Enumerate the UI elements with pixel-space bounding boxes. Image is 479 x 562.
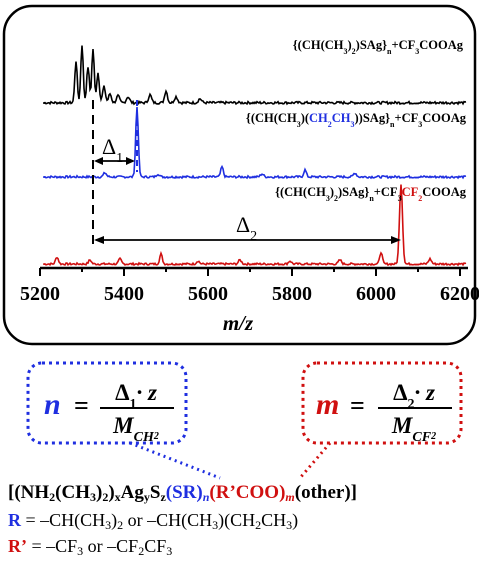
equation-box-m [301, 361, 463, 445]
trace-red [43, 184, 467, 267]
equation-n-var: n [44, 388, 61, 421]
equation-n-equals: = [74, 391, 89, 420]
equation-box-n [26, 361, 188, 445]
pointer-line-m [298, 442, 332, 479]
x-axis-ticks: 5200 5400 5600 5800 6000 6200 [20, 268, 479, 305]
trace-label-1: {(CH(CH3)2)SAg}n+CF3COOAg [293, 38, 464, 56]
equation-m-var: m [316, 388, 339, 421]
x-tick-label: 5400 [104, 283, 144, 305]
trace-label-2: {(CH(CH3)(CH2CH3))SAg}n+CF3COOAg [246, 111, 467, 129]
equation-n-numerator: Δ1· z [115, 380, 157, 412]
rprime-definition: R’ = –CF3 or –CF2CF3 [8, 536, 173, 558]
x-tick-label: 5800 [272, 283, 312, 305]
r-definition: R = –CH(CH3)2 or –CH(CH3)(CH2CH3) [8, 510, 299, 532]
spectra-frame [2, 4, 477, 346]
x-tick-label: 5600 [188, 283, 228, 305]
equation-m-equals: = [350, 391, 365, 420]
equation-m-denominator: MCF2 [391, 413, 436, 445]
axis-title: m/z [223, 311, 254, 335]
pointer-line-n [129, 441, 221, 480]
trace-black [43, 45, 467, 106]
delta1-arrowhead-right [126, 157, 135, 165]
equation-n-denominator: MCH2 [112, 413, 159, 445]
delta2-arrowhead-right [391, 236, 401, 244]
x-tick-label: 6200 [440, 283, 479, 305]
spectra-traces [43, 45, 467, 267]
delta2-label: Δ2 [236, 212, 257, 244]
delta1-arrowhead-left [94, 157, 103, 165]
delta2-arrowhead-left [94, 236, 104, 244]
trace-label-3: {(CH(CH3)2)SAg}n+CF3CF2COOAg [275, 185, 467, 203]
equation-m-numerator: Δ2· z [393, 380, 435, 412]
trace-blue [43, 106, 467, 180]
x-tick-label: 6000 [356, 283, 396, 305]
x-tick-label: 5200 [20, 283, 60, 305]
cluster-formula: [(NH2(CH3)2)xAgySz(SR)n(R’COO)m(other)] [8, 482, 357, 504]
delta1-label: Δ1 [102, 134, 123, 166]
